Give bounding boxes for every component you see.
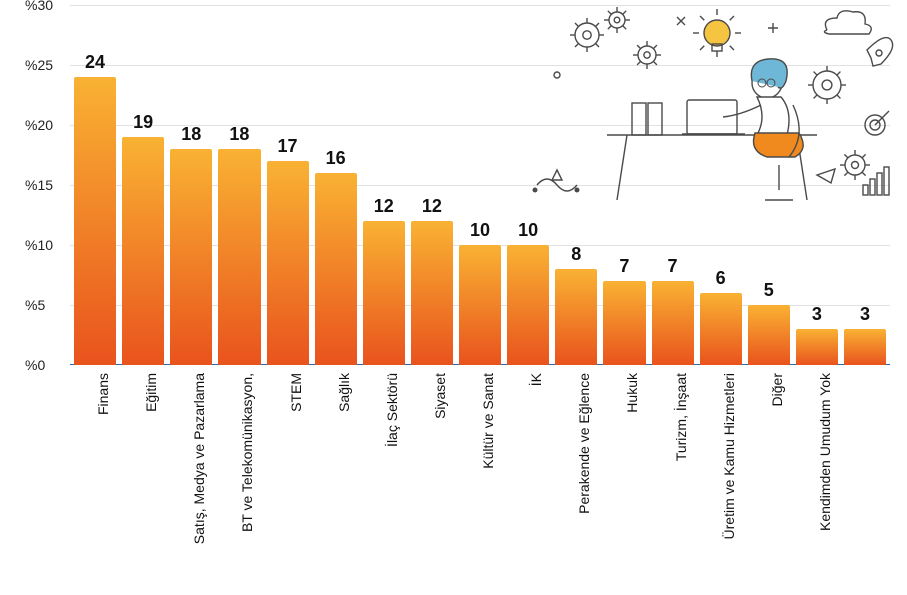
xlabel: Eğitim [143, 373, 159, 412]
bar: 7 [652, 5, 694, 365]
bar-value-label: 8 [571, 244, 581, 265]
xlabel: Üretim ve Kamu Hizmetleri [721, 373, 737, 539]
bar-value-label: 16 [326, 148, 346, 169]
bar-value-label: 17 [278, 136, 298, 157]
bar-rect [122, 137, 164, 365]
ytick-label: %30 [25, 0, 65, 13]
xlabel: Kültür ve Sanat [480, 373, 496, 469]
bar-rect [652, 281, 694, 365]
xlabel: Diğer [769, 373, 785, 406]
bar-rect [74, 77, 116, 365]
bar-chart: 24 19 18 18 17 16 12 12 10 10 8 7 7 6 5 3 3 FinansEğitim… [25, 5, 890, 385]
bar-value-label: 3 [860, 304, 870, 325]
bar-rect [363, 221, 405, 365]
xlabel: Kendimden Umudum Yok [817, 373, 833, 531]
xlabel: STEM [288, 373, 304, 412]
bar: 3 [844, 5, 886, 365]
bar-rect [796, 329, 838, 365]
ytick-label: %15 [25, 177, 65, 193]
bar: 3 [796, 5, 838, 365]
xlabel: İK [528, 373, 544, 386]
bar: 5 [748, 5, 790, 365]
bar: 10 [507, 5, 549, 365]
bar-rect [844, 329, 886, 365]
xlabels-container: FinansEğitimSatış, Medya ve PazarlamaBT … [70, 367, 890, 385]
xlabel: İlaç Sektörü [384, 373, 400, 447]
ytick-label: %20 [25, 117, 65, 133]
bar-rect [170, 149, 212, 365]
bar-value-label: 5 [764, 280, 774, 301]
bar-value-label: 6 [716, 268, 726, 289]
bar: 8 [555, 5, 597, 365]
bar-value-label: 12 [422, 196, 442, 217]
bar-rect [411, 221, 453, 365]
bar-value-label: 12 [374, 196, 394, 217]
xlabel: Perakende ve Eğlence [576, 373, 592, 514]
xlabel: Finans [95, 373, 111, 415]
bar-rect [603, 281, 645, 365]
bars-container: 24 19 18 18 17 16 12 12 10 10 8 7 7 6 5 3 3 [70, 5, 890, 365]
bar-rect [555, 269, 597, 365]
bar-rect [507, 245, 549, 365]
xlabel: Sağlık [336, 373, 352, 412]
bar: 24 [74, 5, 116, 365]
bar: 16 [315, 5, 357, 365]
bar-value-label: 7 [668, 256, 678, 277]
ytick-label: %0 [25, 357, 65, 373]
ytick-label: %10 [25, 237, 65, 253]
bar-rect [459, 245, 501, 365]
xlabel: Satış, Medya ve Pazarlama [191, 373, 207, 544]
bar-rect [748, 305, 790, 365]
bar-rect [267, 161, 309, 365]
bar-value-label: 18 [229, 124, 249, 145]
bar-rect [218, 149, 260, 365]
bar: 12 [363, 5, 405, 365]
xlabel: Turizm, İnşaat [673, 373, 689, 461]
bar-value-label: 24 [85, 52, 105, 73]
bar-value-label: 18 [181, 124, 201, 145]
xlabel: Siyaset [432, 373, 448, 419]
xlabel: Hukuk [624, 373, 640, 413]
bar-value-label: 10 [470, 220, 490, 241]
bar: 19 [122, 5, 164, 365]
bar: 18 [218, 5, 260, 365]
bar: 12 [411, 5, 453, 365]
bar-rect [700, 293, 742, 365]
bar-rect [315, 173, 357, 365]
ytick-label: %25 [25, 57, 65, 73]
bar: 6 [700, 5, 742, 365]
xlabel: BT ve Telekomünikasyon, [239, 373, 255, 532]
bar: 10 [459, 5, 501, 365]
bar-value-label: 10 [518, 220, 538, 241]
bar-value-label: 19 [133, 112, 153, 133]
bar: 18 [170, 5, 212, 365]
bar: 17 [267, 5, 309, 365]
ytick-label: %5 [25, 297, 65, 313]
bar-value-label: 7 [619, 256, 629, 277]
bar-value-label: 3 [812, 304, 822, 325]
bar: 7 [603, 5, 645, 365]
